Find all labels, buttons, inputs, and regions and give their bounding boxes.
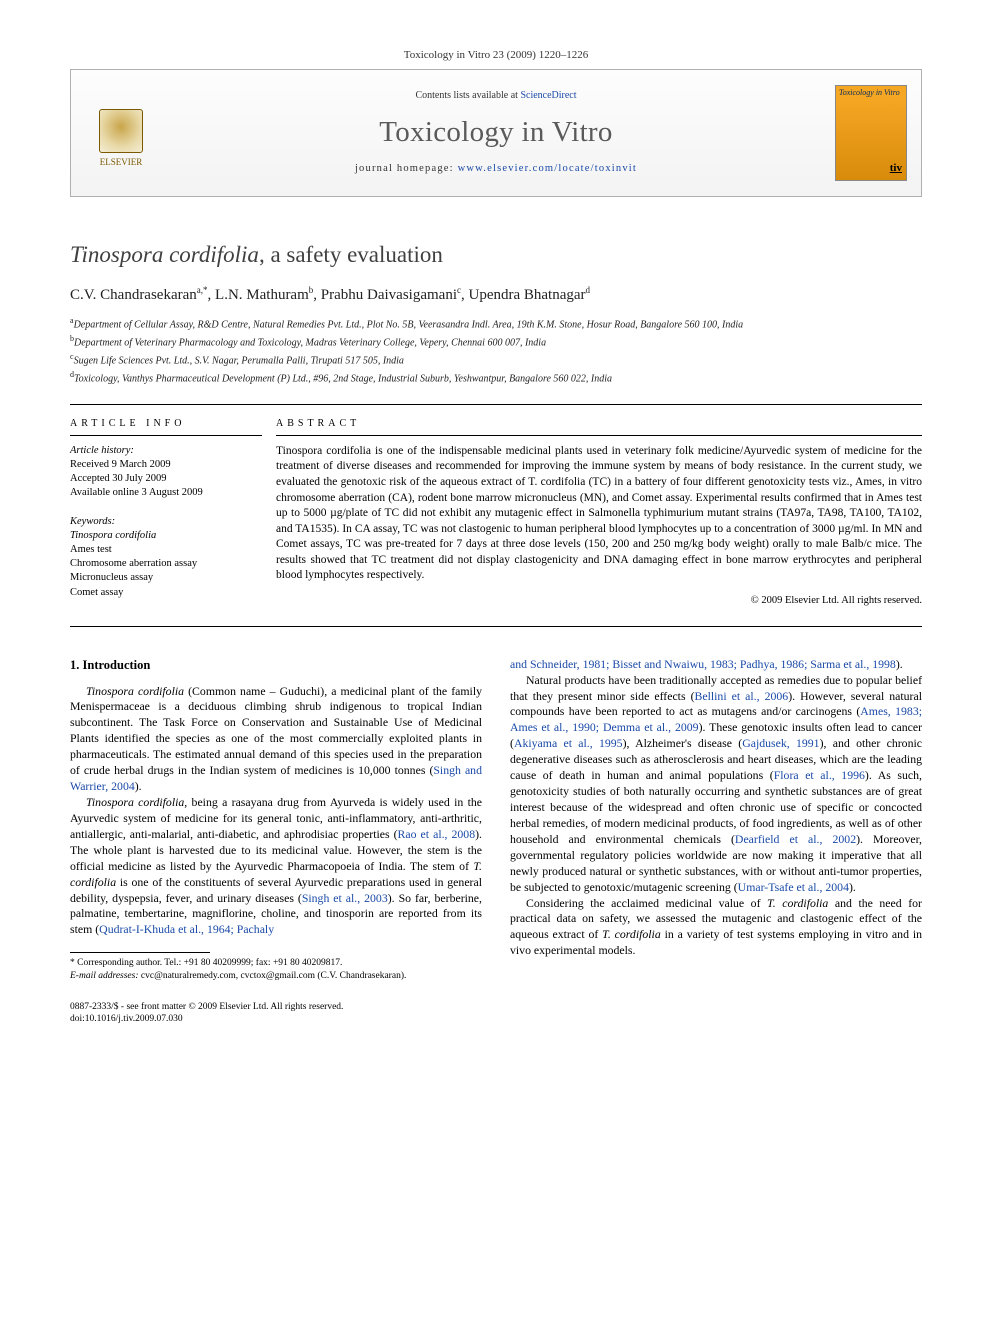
publisher-logo-area: ELSEVIER — [71, 70, 171, 196]
cover-title: Toxicology in Vitro — [836, 86, 906, 100]
running-head: Toxicology in Vitro 23 (2009) 1220–1226 — [70, 48, 922, 63]
paragraph: and Schneider, 1981; Bisset and Nwaiwu, … — [510, 657, 922, 673]
journal-homepage-link[interactable]: www.elsevier.com/locate/toxinvit — [458, 163, 637, 174]
footnote-rule — [70, 952, 210, 953]
corresponding-author: * Corresponding author. Tel.: +91 80 402… — [70, 957, 482, 970]
author-1: C.V. Chandrasekaran — [70, 287, 197, 303]
footnotes: * Corresponding author. Tel.: +91 80 402… — [70, 957, 482, 983]
citation-link[interactable]: Rao et al., 2008 — [398, 827, 476, 841]
affiliation-a: aDepartment of Cellular Assay, R&D Centr… — [70, 315, 922, 333]
affiliations: aDepartment of Cellular Assay, R&D Centr… — [70, 315, 922, 386]
history-received: Received 9 March 2009 — [70, 458, 262, 472]
cover-abbrev: tiv — [890, 161, 902, 176]
citation-link[interactable]: Qudrat-I-Khuda et al., 1964; Pachaly — [99, 922, 274, 936]
title-rest: , a safety evaluation — [259, 242, 443, 267]
keywords-block: Keywords: Tinospora cordifolia Ames test… — [70, 515, 262, 600]
paragraph: Considering the acclaimed medicinal valu… — [510, 896, 922, 960]
journal-cover-thumbnail: Toxicology in Vitro tiv — [835, 85, 907, 181]
keyword-item: Chromosome aberration assay — [70, 557, 262, 571]
journal-homepage-line: journal homepage: www.elsevier.com/locat… — [355, 162, 637, 176]
citation-link[interactable]: Akiyama et al., 1995 — [514, 736, 623, 750]
citation-link[interactable]: Singh et al., 2003 — [302, 891, 388, 905]
paragraph: Tinospora cordifolia, being a rasayana d… — [70, 795, 482, 938]
keywords-label: Keywords: — [70, 515, 262, 529]
affiliation-d: dToxicology, Vanthys Pharmaceutical Deve… — [70, 369, 922, 387]
abstract-copyright: © 2009 Elsevier Ltd. All rights reserved… — [276, 594, 922, 608]
issn-line: 0887-2333/$ - see front matter © 2009 El… — [70, 1001, 922, 1013]
citation-link[interactable]: Dearfield et al., 2002 — [735, 832, 856, 846]
contents-available-line: Contents lists available at ScienceDirec… — [415, 89, 576, 103]
abstract-head: abstract — [276, 417, 922, 436]
homepage-prefix: journal homepage: — [355, 163, 458, 174]
email-line: E-mail addresses: cvc@naturalremedy.com,… — [70, 970, 482, 983]
author-4: , Upendra Bhatnagar — [461, 287, 586, 303]
section-heading-intro: 1. Introduction — [70, 657, 482, 674]
page-footer: 0887-2333/$ - see front matter © 2009 El… — [70, 1001, 922, 1026]
publisher-name: ELSEVIER — [100, 156, 143, 168]
info-abstract-block: article info Article history: Received 9… — [70, 404, 922, 626]
history-online: Available online 3 August 2009 — [70, 486, 262, 500]
contents-prefix: Contents lists available at — [415, 90, 520, 101]
history-label: Article history: — [70, 444, 262, 458]
title-italic-part: Tinospora cordifolia — [70, 242, 259, 267]
author-3: , Prabhu Daivasigamani — [313, 287, 457, 303]
author-1-sup: a,* — [197, 285, 208, 295]
cover-body: tiv — [836, 100, 906, 180]
elsevier-tree-icon — [99, 109, 143, 153]
abstract-column: abstract Tinospora cordifolia is one of … — [276, 405, 922, 625]
history-accepted: Accepted 30 July 2009 — [70, 472, 262, 486]
sciencedirect-link[interactable]: ScienceDirect — [520, 90, 576, 101]
article-title: Tinospora cordifolia, a safety evaluatio… — [70, 239, 922, 270]
paragraph: Natural products have been traditionally… — [510, 673, 922, 896]
keyword-item: Comet assay — [70, 586, 262, 600]
author-list: C.V. Chandrasekarana,*, L.N. Mathuramb, … — [70, 284, 922, 305]
keyword-item: Micronucleus assay — [70, 571, 262, 585]
journal-masthead: ELSEVIER Contents lists available at Sci… — [70, 69, 922, 197]
body-two-column: 1. Introduction Tinospora cordifolia (Co… — [70, 657, 922, 983]
keyword-item: Tinospora cordifolia — [70, 529, 262, 543]
journal-name: Toxicology in Vitro — [379, 113, 612, 152]
author-4-sup: d — [586, 285, 591, 295]
citation-link[interactable]: and Schneider, 1981; Bisset and Nwaiwu, … — [510, 657, 896, 671]
author-2: , L.N. Mathuram — [208, 287, 309, 303]
keyword-item: Ames test — [70, 543, 262, 557]
citation-link[interactable]: Bellini et al., 2006 — [695, 689, 789, 703]
affiliation-b: bDepartment of Veterinary Pharmacology a… — [70, 333, 922, 351]
citation-link[interactable]: Umar-Tsafe et al., 2004 — [738, 880, 849, 894]
elsevier-logo: ELSEVIER — [91, 98, 151, 168]
article-info-head: article info — [70, 417, 262, 436]
doi-line: doi:10.1016/j.tiv.2009.07.030 — [70, 1013, 922, 1025]
citation-link[interactable]: Flora et al., 1996 — [774, 768, 865, 782]
masthead-center: Contents lists available at ScienceDirec… — [171, 70, 821, 196]
affiliation-c: cSugen Life Sciences Pvt. Ltd., S.V. Nag… — [70, 351, 922, 369]
citation-link[interactable]: Gajdusek, 1991 — [742, 736, 819, 750]
article-info-column: article info Article history: Received 9… — [70, 405, 276, 625]
abstract-text: Tinospora cordifolia is one of the indis… — [276, 444, 922, 584]
cover-thumb-area: Toxicology in Vitro tiv — [821, 70, 921, 196]
article-history-block: Article history: Received 9 March 2009 A… — [70, 444, 262, 501]
paragraph: Tinospora cordifolia (Common name – Gudu… — [70, 684, 482, 795]
